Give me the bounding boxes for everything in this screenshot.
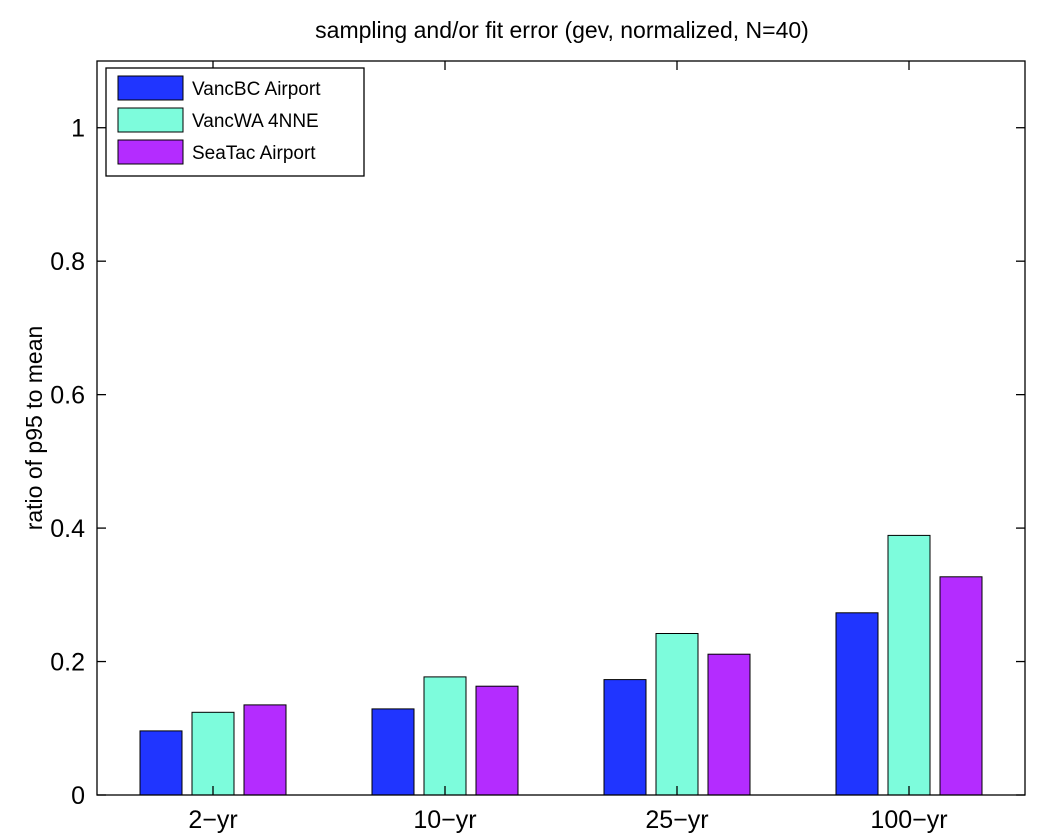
y-axis-label: ratio of p95 to mean: [21, 326, 47, 531]
bar-1-1: [139, 730, 183, 796]
y-tick-label: 0.8: [50, 248, 85, 276]
y-tick-label: 0: [71, 782, 85, 810]
legend: VancBC Airport VancWA 4NNE SeaTac Airport: [105, 67, 365, 177]
legend-label: VancWA 4NNE: [192, 111, 319, 132]
y-tick-label: 0.2: [50, 649, 85, 677]
x-tick-label: 25−yr: [645, 806, 708, 834]
bar-3-1: [243, 704, 287, 796]
bar-3-2: [475, 685, 519, 796]
bar-2-3: [655, 633, 699, 796]
bar-2-2: [423, 676, 467, 796]
legend-swatch: [117, 75, 184, 101]
x-axis-ticks: 2−yr 10−yr 25−yr 100−yr: [188, 61, 948, 834]
bar-1-3: [603, 679, 647, 796]
y-axis-ticks: 0 0.2 0.4 0.6 0.8 1: [50, 115, 1025, 810]
y-tick-label: 0.6: [50, 382, 85, 410]
bar-3-3: [707, 653, 751, 796]
bar-2-4: [887, 534, 931, 796]
legend-label: SeaTac Airport: [192, 143, 316, 164]
chart-title: sampling and/or fit error (gev, normaliz…: [315, 17, 809, 43]
bar-1-4: [835, 612, 879, 796]
bars-group: [139, 534, 983, 796]
plot-frame: [96, 60, 1026, 796]
x-tick-label: 10−yr: [413, 806, 476, 834]
legend-label: VancBC Airport: [192, 79, 321, 100]
y-tick-label: 0.4: [50, 515, 85, 543]
x-tick-label: 100−yr: [870, 806, 947, 834]
x-tick-label: 2−yr: [188, 806, 237, 834]
bar-2-1: [191, 711, 235, 796]
bar-1-2: [371, 708, 415, 796]
bar-3-4: [939, 576, 983, 796]
y-tick-label: 1: [71, 115, 85, 143]
legend-swatch: [117, 139, 184, 165]
legend-swatch: [117, 107, 184, 133]
